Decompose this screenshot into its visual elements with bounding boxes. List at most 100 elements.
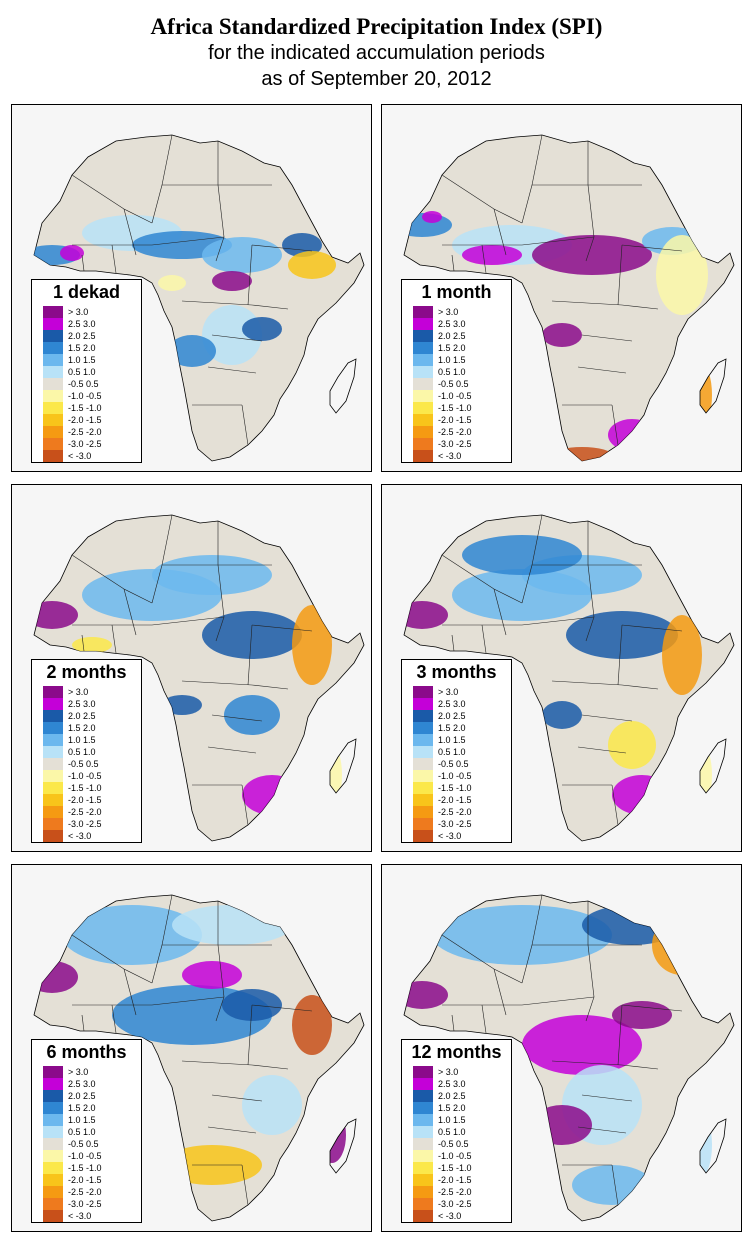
legend-swatch: [413, 450, 433, 462]
legend-swatch: [413, 330, 433, 342]
madagascar-outline: [699, 1118, 727, 1174]
country-border: [207, 746, 257, 754]
spi-anomaly-patch: [462, 245, 522, 265]
legend-range-label: -2.0 -1.5: [438, 1175, 472, 1185]
legend-range-label: 1.5 2.0: [438, 343, 466, 353]
legend-swatch: [413, 806, 433, 818]
country-border: [247, 624, 253, 686]
spi-anomaly-patch: [462, 535, 582, 575]
spi-anomaly-patch: [532, 1105, 592, 1145]
legend-range-label: 0.5 1.0: [438, 367, 466, 377]
country-border: [481, 244, 487, 274]
country-border: [617, 244, 623, 306]
legend-swatch: [43, 318, 63, 330]
legend-range-label: < -3.0: [68, 451, 92, 461]
legend-swatch: [43, 1150, 63, 1162]
country-border: [581, 334, 633, 342]
legend-swatch: [43, 438, 63, 450]
country-border: [577, 746, 627, 754]
africa-map: [33, 134, 365, 462]
country-border: [481, 624, 487, 654]
legend-swatch: [43, 782, 63, 794]
legend-range-label: -2.5 -2.0: [68, 807, 102, 817]
spi-anomaly-patch: [292, 605, 332, 685]
legend-range-label: 1.5 2.0: [438, 723, 466, 733]
legend-range-label: -1.0 -0.5: [68, 1151, 102, 1161]
legend-swatch: [413, 1198, 433, 1210]
legend-range-label: -1.5 -1.0: [438, 403, 472, 413]
legend-swatch: [413, 366, 433, 378]
legend-range-label: -1.0 -0.5: [438, 1151, 472, 1161]
country-border: [581, 714, 633, 722]
legend-swatch: [413, 1102, 433, 1114]
country-border: [123, 968, 137, 1016]
legend-range-label: 1.0 1.5: [438, 355, 466, 365]
spi-map-panel: 3 months > 3.0 2.5 3.0 2.0 2.5 1.5 2.0 1.0 1.…: [381, 484, 742, 852]
legend-swatch: [413, 342, 433, 354]
legend-swatch: [43, 794, 63, 806]
legend-range-label: 2.0 2.5: [68, 711, 96, 721]
legend-swatch: [43, 378, 63, 390]
country-border: [611, 784, 619, 826]
spi-map-panel: 1 dekad > 3.0 2.5 3.0 2.0 2.5 1.5 2.0 1.0 1.5…: [11, 104, 372, 472]
spi-anomaly-patch: [692, 365, 712, 425]
legend-range-label: -3.0 -2.5: [68, 1199, 102, 1209]
country-border: [72, 616, 225, 626]
spi-map-panel: 12 months > 3.0 2.5 3.0 2.0 2.5 1.5 2.0 1.0 1…: [381, 864, 742, 1232]
spi-anomaly-patch: [34, 961, 78, 993]
legend-range-label: -1.0 -0.5: [68, 771, 102, 781]
legend-range-label: 1.0 1.5: [68, 355, 96, 365]
legend-swatch: [413, 782, 433, 794]
spi-legend: 1 dekad > 3.0 2.5 3.0 2.0 2.5 1.5 2.0 1.0 1.5…: [31, 279, 142, 463]
country-border: [251, 1004, 313, 1012]
accumulation-period-label: 12 months: [411, 1042, 502, 1062]
legend-range-label: -2.5 -2.0: [438, 807, 472, 817]
legend-range-label: < -3.0: [438, 451, 462, 461]
legend-swatch: [43, 1078, 63, 1090]
legend-range-label: -2.0 -1.5: [68, 415, 102, 425]
africa-map: [403, 134, 735, 462]
legend-swatch: [413, 1174, 433, 1186]
legend-swatch: [413, 734, 433, 746]
legend-range-label: 1.5 2.0: [68, 343, 96, 353]
accumulation-period-label: 1 month: [421, 282, 492, 302]
spi-anomaly-patch: [612, 775, 672, 815]
country-border: [621, 244, 683, 252]
legend-swatch: [43, 390, 63, 402]
legend-swatch: [43, 1210, 63, 1222]
legend-swatch: [43, 402, 63, 414]
country-border: [577, 366, 627, 374]
legend-swatch: [413, 746, 433, 758]
legend-swatch: [43, 1090, 63, 1102]
country-border: [123, 208, 137, 256]
legend-swatch: [43, 746, 63, 758]
africa-landmass: [403, 134, 735, 462]
country-border: [481, 1004, 487, 1034]
spi-anomaly-patch: [168, 335, 216, 367]
legend-swatch: [413, 698, 433, 710]
country-border: [207, 1126, 257, 1134]
legend-swatch: [43, 1174, 63, 1186]
legend-swatch: [413, 438, 433, 450]
legend-swatch: [413, 1162, 433, 1174]
spi-anomaly-patch: [552, 447, 612, 461]
legend-range-label: -3.0 -2.5: [438, 819, 472, 829]
spi-legend: 2 months > 3.0 2.5 3.0 2.0 2.5 1.5 2.0 1.0 1.…: [31, 659, 142, 843]
legend-swatch: [413, 1150, 433, 1162]
legend-swatch: [413, 770, 433, 782]
spi-anomaly-patch: [288, 251, 336, 279]
country-border: [251, 624, 313, 632]
spi-anomaly-patch: [404, 981, 448, 1009]
spi-anomaly-patch: [318, 1107, 346, 1163]
spi-anomaly-patch: [608, 419, 656, 451]
legend-swatch: [43, 354, 63, 366]
legend-swatch: [43, 1138, 63, 1150]
legend-range-label: 2.5 3.0: [438, 1079, 466, 1089]
africa-map: [403, 894, 735, 1222]
legend-range-label: 2.5 3.0: [438, 319, 466, 329]
legend-swatch: [43, 734, 63, 746]
country-border: [72, 996, 225, 1006]
legend-swatch: [413, 390, 433, 402]
spi-anomaly-patch: [608, 721, 656, 769]
legend-range-label: 2.0 2.5: [68, 331, 96, 341]
